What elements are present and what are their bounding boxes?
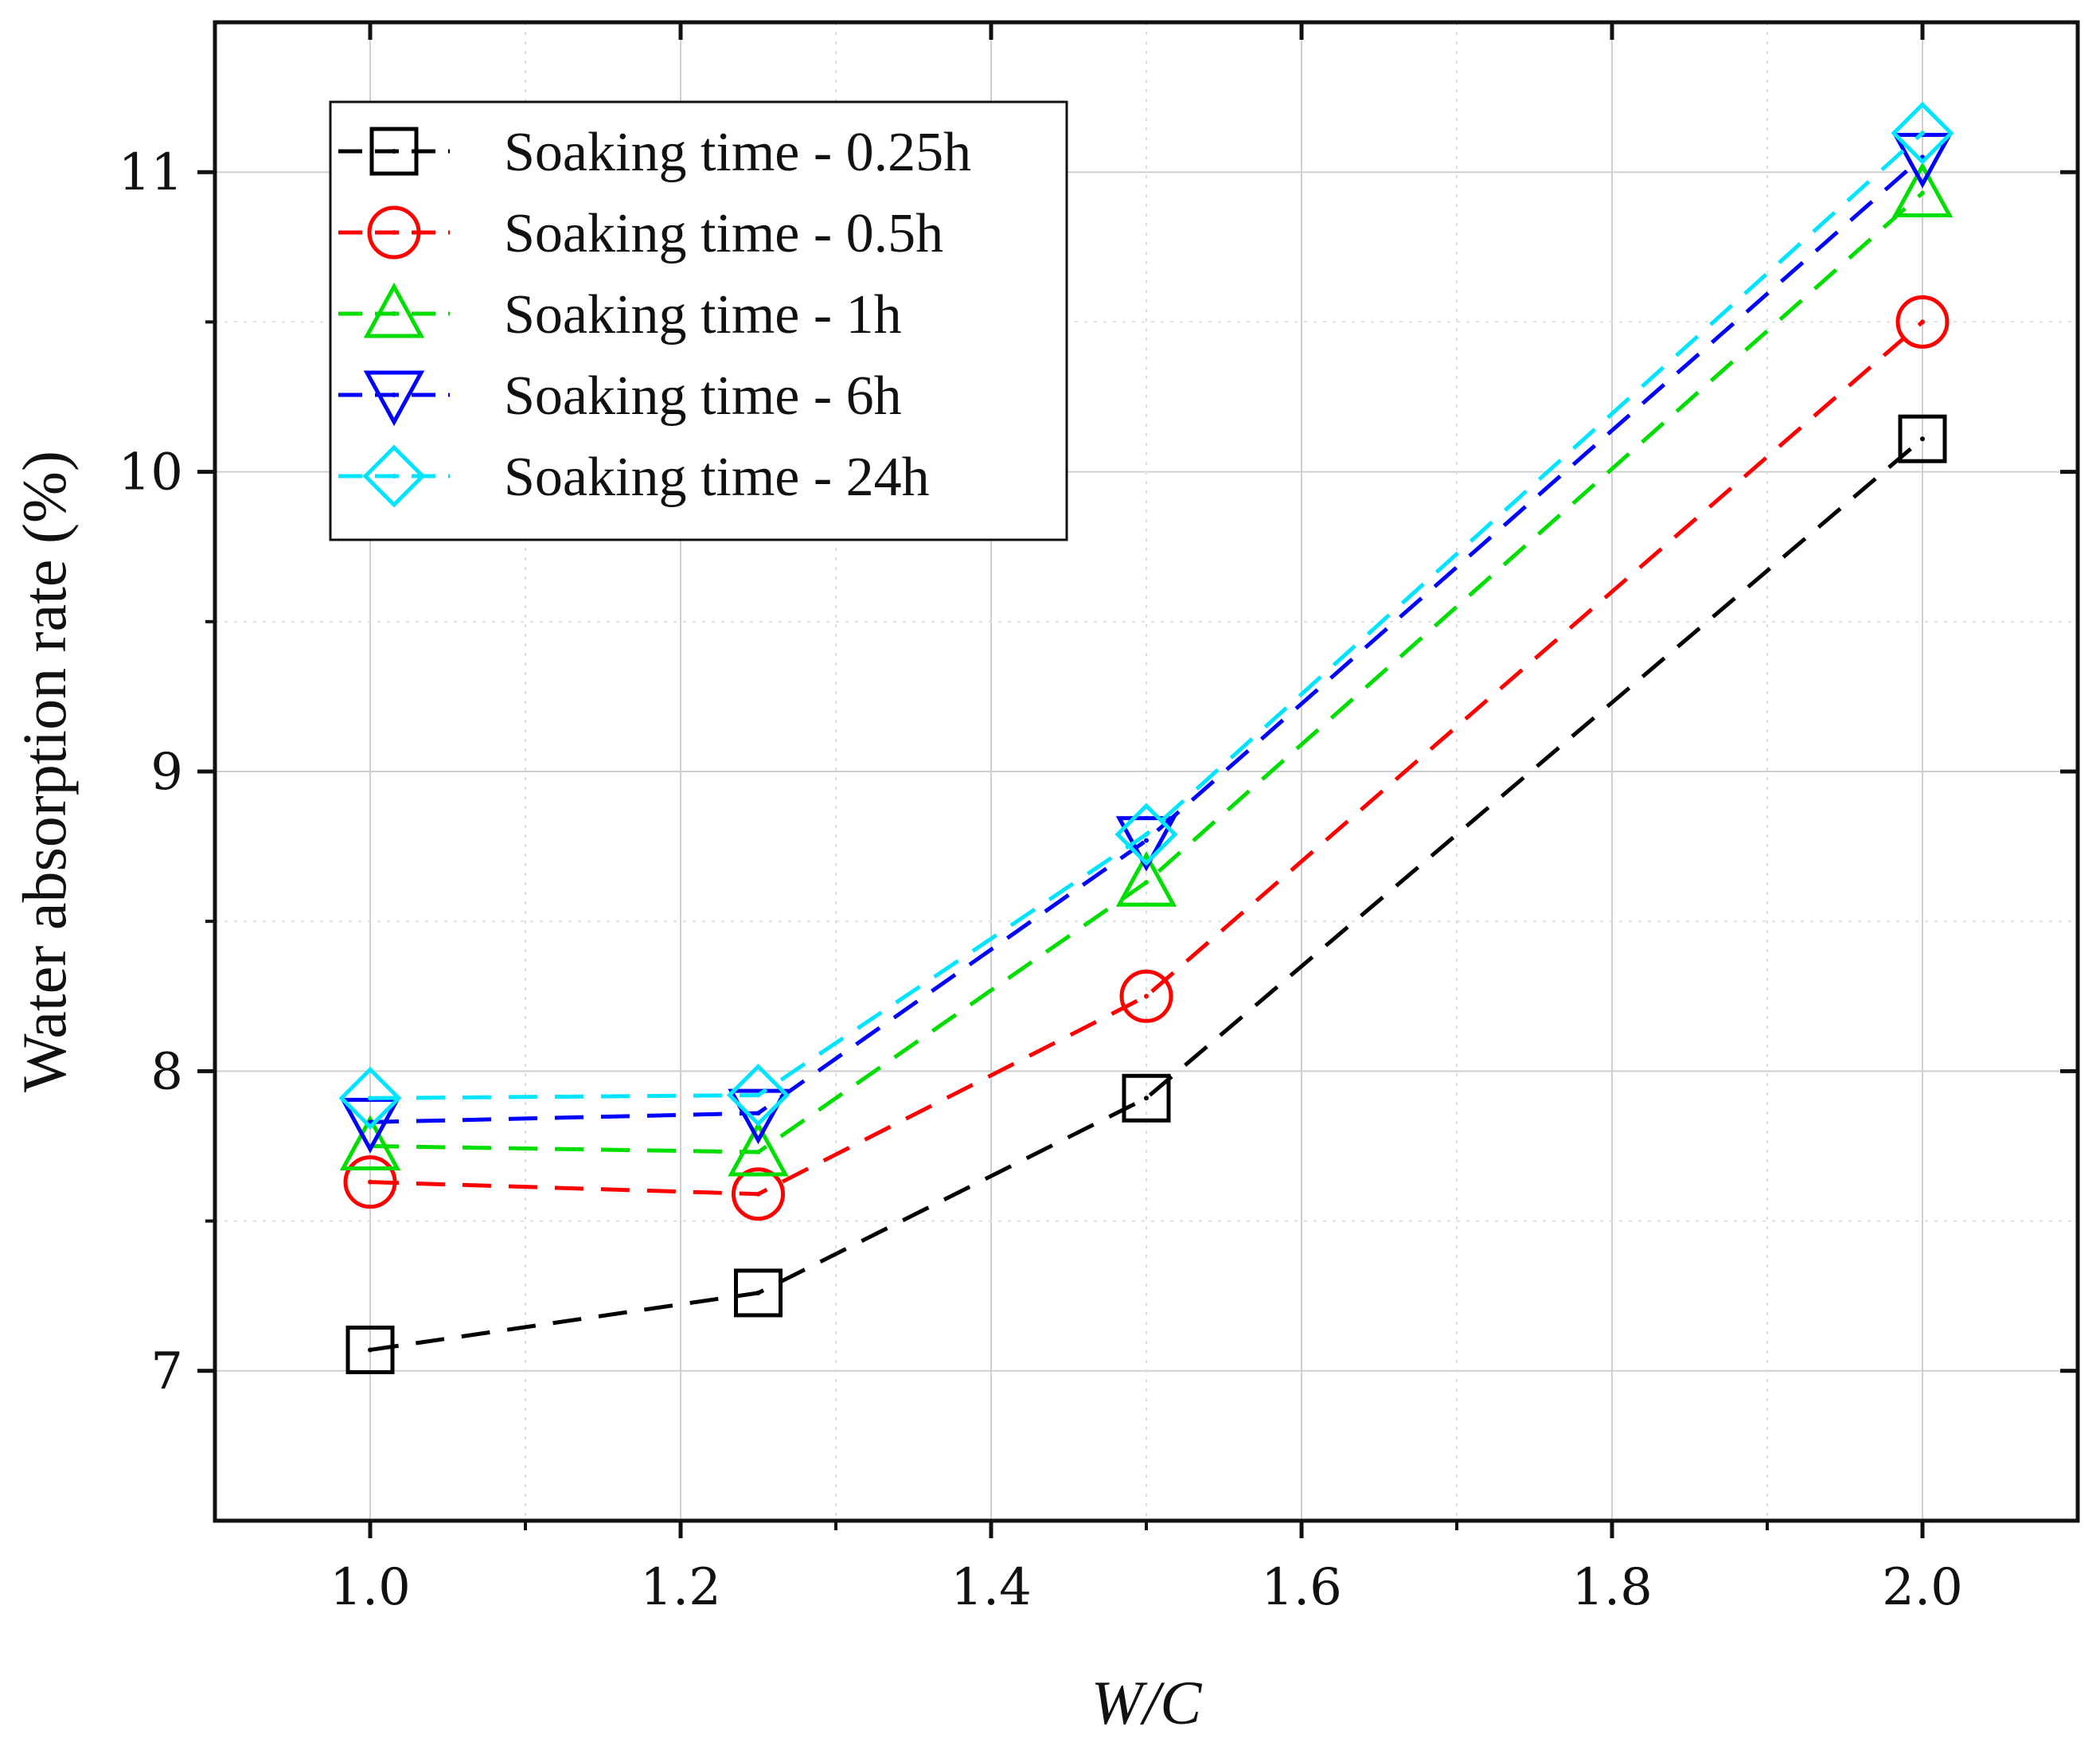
y-tick-label: 9 bbox=[150, 743, 183, 802]
series-line bbox=[369, 320, 1924, 1197]
y-tick-label: 10 bbox=[119, 443, 183, 502]
series-2 bbox=[339, 162, 1954, 1177]
series-1 bbox=[343, 295, 1950, 1221]
legend-label: Soaking time - 0.5h bbox=[504, 203, 943, 264]
series-layer bbox=[338, 101, 1954, 1374]
legend-label: Soaking time - 24h bbox=[504, 447, 930, 508]
y-tick-label: 11 bbox=[119, 143, 183, 202]
data-point bbox=[1115, 851, 1177, 907]
data-point bbox=[1898, 414, 1947, 463]
x-tick-label: 1.6 bbox=[1261, 1558, 1342, 1617]
data-point bbox=[728, 1120, 789, 1177]
data-point bbox=[732, 1167, 785, 1221]
x-tick-label: 2.0 bbox=[1882, 1558, 1963, 1617]
legend-label: Soaking time - 6h bbox=[504, 365, 902, 427]
y-tick-label: 8 bbox=[150, 1042, 183, 1101]
legend-item: Soaking time - 1h bbox=[338, 282, 902, 346]
data-point bbox=[1122, 1073, 1171, 1123]
legend-marker bbox=[363, 282, 425, 338]
series-line bbox=[369, 155, 1924, 1124]
series-line bbox=[369, 191, 1924, 1154]
legend-marker bbox=[362, 444, 426, 508]
data-point bbox=[726, 1063, 790, 1127]
y-axis-title: Water absorption rate (%) bbox=[10, 451, 79, 1092]
x-tick-label: 1.2 bbox=[640, 1558, 721, 1617]
legend-label: Soaking time - 1h bbox=[504, 284, 902, 346]
y-tick-label: 7 bbox=[150, 1342, 183, 1401]
legend-item: Soaking time - 0.5h bbox=[338, 203, 943, 264]
series-4 bbox=[338, 101, 1954, 1130]
legend-item: Soaking time - 24h bbox=[338, 444, 930, 508]
x-tick-label: 1.8 bbox=[1571, 1558, 1653, 1617]
data-point bbox=[1119, 969, 1173, 1023]
data-point bbox=[728, 1088, 789, 1145]
legend-label: Soaking time - 0.25h bbox=[504, 122, 971, 183]
x-tick-label: 1.4 bbox=[950, 1558, 1032, 1617]
data-point bbox=[734, 1268, 783, 1318]
legend: Soaking time - 0.25h Soaking time - 0.5h S… bbox=[329, 100, 1068, 541]
data-point bbox=[1895, 295, 1950, 349]
data-point bbox=[1891, 162, 1954, 218]
series-line bbox=[369, 131, 1924, 1100]
legend-marker bbox=[369, 127, 419, 176]
data-point bbox=[1891, 101, 1954, 165]
data-point bbox=[345, 1325, 395, 1374]
legend-item: Soaking time - 6h bbox=[338, 365, 902, 427]
series-0 bbox=[345, 414, 1947, 1374]
x-axis-title: W/C bbox=[1091, 1668, 1203, 1737]
data-point bbox=[343, 1155, 397, 1209]
legend-marker bbox=[363, 370, 425, 427]
data-point bbox=[1114, 803, 1178, 866]
legend-marker bbox=[367, 205, 421, 260]
data-point bbox=[338, 1066, 402, 1130]
legend-item: Soaking time - 0.25h bbox=[338, 122, 971, 183]
axis-ticks: 1.0 1.2 1.4 1.6 1.8 2.0 7 8 9 10 11 bbox=[119, 22, 2078, 1617]
x-tick-label: 1.0 bbox=[330, 1558, 411, 1617]
series-line bbox=[369, 437, 1924, 1352]
legend-box bbox=[329, 100, 1068, 541]
